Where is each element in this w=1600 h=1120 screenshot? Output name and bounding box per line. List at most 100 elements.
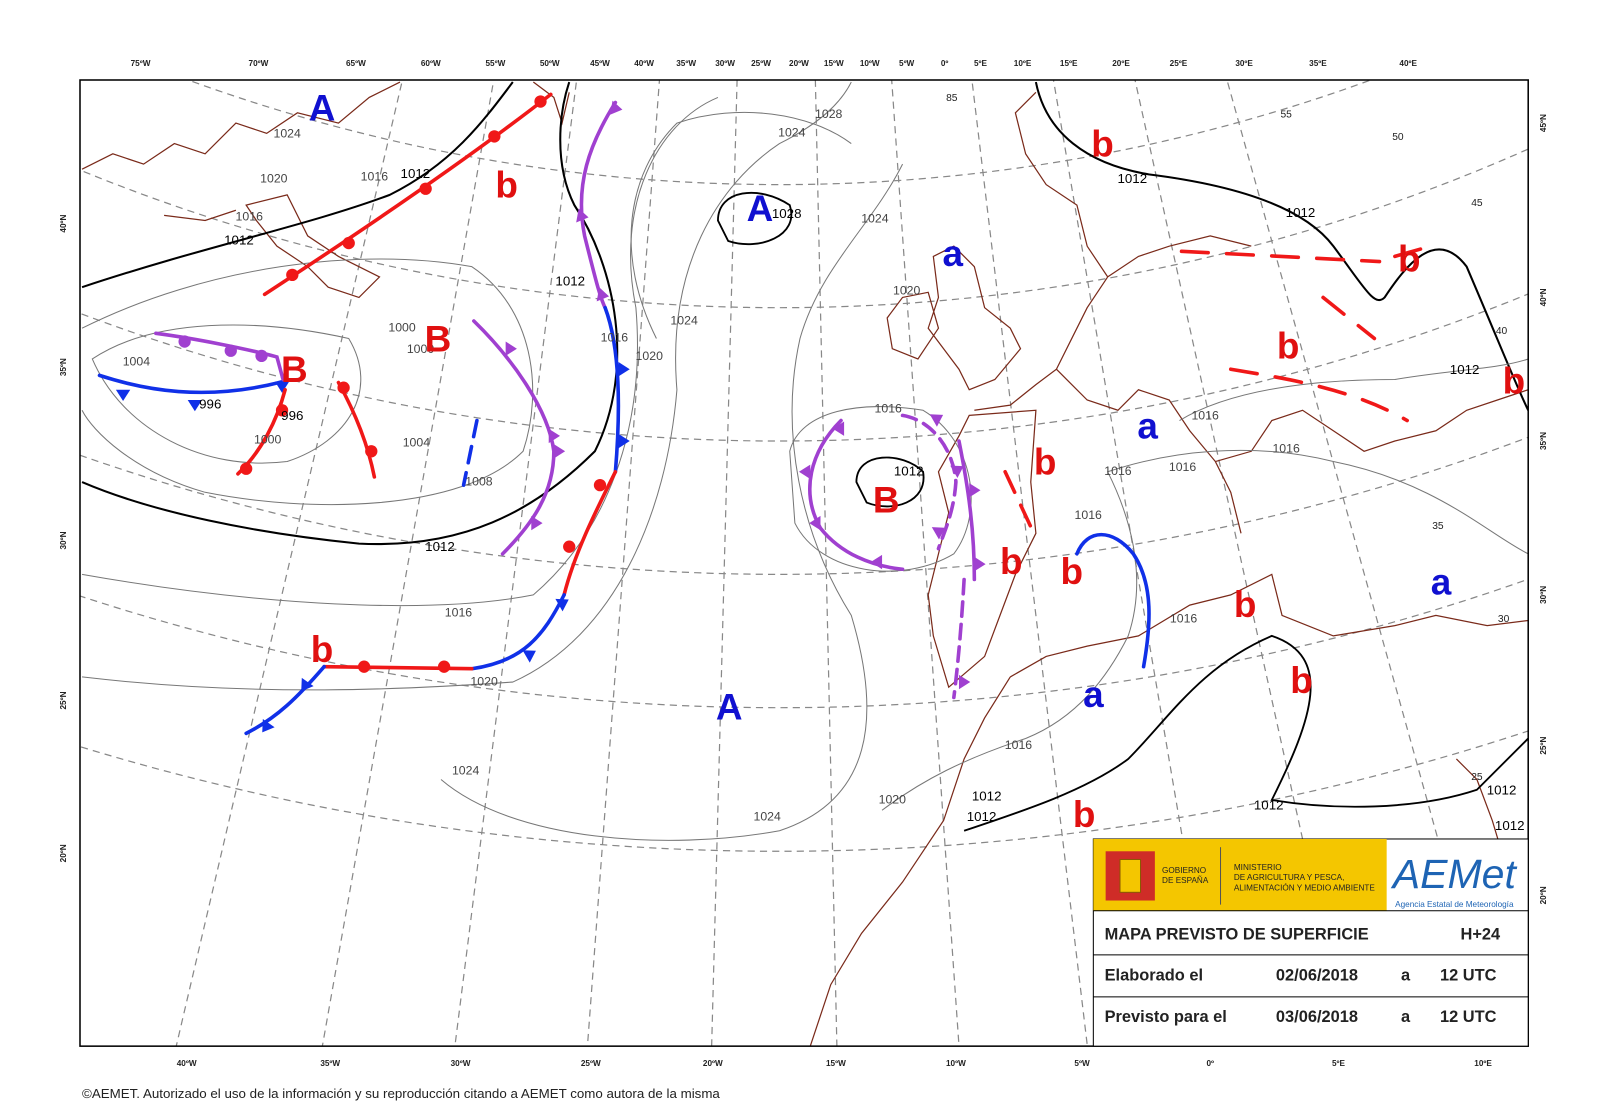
isobar-label: 1024: [778, 126, 806, 140]
isobar-bold: [855, 456, 925, 508]
meridian: [1134, 80, 1349, 1047]
isobar: [81, 96, 719, 607]
pressure-center: b: [1234, 584, 1257, 625]
front-line: [470, 593, 566, 671]
front-symbol: [357, 660, 371, 673]
longitude-label: 25ºE: [1170, 59, 1188, 68]
parallel-label: 25: [1471, 772, 1483, 783]
isobar-label: 1012: [401, 166, 431, 181]
isobar-label: 996: [281, 408, 303, 423]
latitude-label: 20ºN: [59, 844, 68, 862]
isobar-label: 1016: [1191, 409, 1219, 423]
front-symbol: [262, 718, 275, 733]
ministry-line: DE AGRICULTURA Y PESCA,: [1234, 873, 1345, 882]
pressure-center: b: [495, 164, 518, 205]
front-line: [603, 305, 621, 474]
info-cell: Elaborado el: [1105, 967, 1203, 985]
latitude-label: 40ºN: [1539, 288, 1548, 306]
gov-line: GOBIERNO: [1162, 866, 1206, 875]
front-line: [952, 577, 966, 700]
front-symbol: [950, 465, 964, 479]
isobar-label: 1024: [753, 810, 781, 824]
latitude-label: 40ºN: [59, 215, 68, 233]
front-symbol: [534, 95, 547, 108]
isobar-label: 1020: [636, 349, 664, 363]
latitude-label: 35ºN: [59, 358, 68, 376]
front-line: [1228, 367, 1409, 423]
latitude-label: 30ºN: [59, 531, 68, 549]
front-symbol: [555, 598, 569, 612]
longitude-label: 60ºW: [421, 59, 441, 68]
isobar-label: 1012: [967, 809, 997, 824]
pressure-center: b: [1503, 360, 1526, 401]
isobar-label: 1024: [273, 127, 301, 141]
front-symbol: [275, 404, 289, 417]
front-symbol: [224, 344, 237, 357]
info-cell: 12 UTC: [1440, 967, 1497, 985]
longitude-label: 15ºW: [824, 59, 844, 68]
isobar-label: 1016: [361, 170, 389, 184]
fronts: [97, 92, 1433, 736]
longitude-label: 25ºW: [581, 1059, 601, 1068]
info-box: GOBIERNO DE ESPAÑA MINISTERIO DE AGRICUL…: [1092, 838, 1529, 1047]
isobar-label: 1000: [388, 320, 416, 334]
longitude-label: 20ºE: [1112, 59, 1130, 68]
isobar-label: 1012: [1286, 205, 1316, 220]
front-symbol: [488, 130, 501, 143]
front-line: [97, 373, 285, 395]
parallel-label: 85: [946, 93, 958, 104]
longitude-label: 35ºW: [676, 59, 696, 68]
front-line: [1179, 244, 1433, 341]
longitude-label: 30ºW: [715, 59, 735, 68]
pressure-center: b: [1061, 551, 1084, 592]
coast-africa: [809, 573, 1529, 1047]
longitude-label: 0º: [941, 59, 949, 68]
isobar-label: 1008: [465, 474, 493, 488]
front-symbol: [548, 428, 560, 444]
front-symbol: [969, 483, 981, 498]
isobar-label: 1016: [1272, 441, 1300, 455]
coastlines: [81, 81, 1529, 1047]
longitude-label: 50ºW: [540, 59, 560, 68]
front-line: [244, 664, 326, 736]
front-symbol: [419, 182, 432, 195]
ministry-line: MINISTERIO: [1234, 863, 1282, 872]
latitude-label: 30ºN: [1539, 586, 1548, 604]
longitude-label: 30ºW: [451, 1059, 471, 1068]
isobar-bold: [1034, 81, 1529, 411]
longitude-label: 40ºE: [1399, 59, 1417, 68]
isobar: [630, 111, 852, 339]
pressure-center: A: [747, 188, 774, 229]
front-symbol: [958, 674, 971, 690]
longitude-label: 0º: [1206, 1059, 1214, 1068]
isobar-label: 1020: [470, 674, 498, 688]
meridian: [711, 80, 738, 1047]
isobar-label: 1016: [875, 401, 903, 415]
isobar-label: 1016: [1075, 508, 1103, 522]
isobar-label: 1024: [452, 764, 480, 778]
isobar-label: 1004: [123, 354, 151, 368]
parallel-label: 55: [1280, 110, 1292, 121]
front-symbol: [929, 414, 944, 427]
front-symbol: [365, 445, 378, 458]
product-title: MAPA PREVISTO DE SUPERFICIE: [1105, 926, 1369, 944]
isobar-label: 1028: [772, 206, 802, 221]
pressure-center: b: [1277, 325, 1300, 366]
longitude-label: 35ºE: [1309, 59, 1327, 68]
longitude-label: 40ºW: [634, 59, 654, 68]
isobar-label: 1012: [224, 233, 254, 248]
isobar-label: 1012: [1487, 782, 1517, 797]
isobar-label: 1012: [972, 788, 1002, 803]
copyright: ©AEMET. Autorizado el uso de la informac…: [82, 1086, 720, 1101]
isobar-bold: [81, 81, 619, 546]
agency-name: Agencia Estatal de Meteorología: [1395, 900, 1514, 909]
longitude-label: 15ºW: [826, 1059, 846, 1068]
pressure-center: B: [425, 318, 452, 359]
longitude-label: 75ºW: [131, 59, 151, 68]
agency-logo: AEMet: [1390, 851, 1518, 897]
coast-europe: [974, 91, 1529, 534]
longitude-label: 10ºW: [860, 59, 880, 68]
longitude-label: 35ºW: [320, 1059, 340, 1068]
longitude-label: 10ºE: [1474, 1059, 1492, 1068]
